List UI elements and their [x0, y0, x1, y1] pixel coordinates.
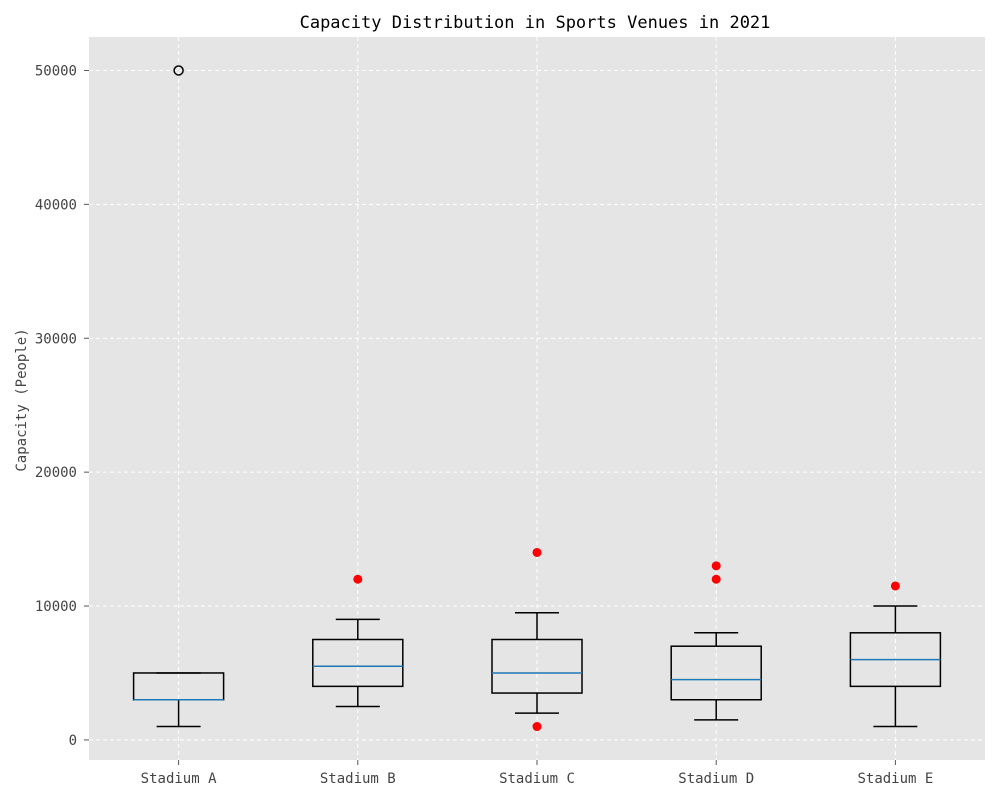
outlier-point	[353, 574, 363, 584]
boxes	[132, 65, 942, 732]
x-tick-label: Stadium E	[857, 771, 933, 787]
y-tick-label: 50000	[35, 63, 77, 79]
grid-lines	[89, 37, 985, 760]
iqr-box	[491, 638, 583, 694]
y-tick-label: 0	[69, 733, 77, 749]
x-tick-label: Stadium C	[499, 771, 575, 787]
y-tick-label: 20000	[35, 465, 77, 481]
outlier-point	[711, 561, 721, 571]
outlier-point	[532, 547, 542, 557]
iqr-box	[312, 638, 404, 688]
y-axis-ticks: 0 10000 20000 30000 40000 50000	[35, 63, 89, 749]
x-axis-ticks: Stadium A Stadium B Stadium C Stadium D Stad…	[141, 760, 933, 787]
outlier-point	[532, 722, 542, 732]
box-stadium-b	[312, 574, 404, 708]
box-stadium-c	[491, 547, 583, 732]
y-tick-label: 40000	[35, 197, 77, 213]
iqr-box	[670, 645, 762, 701]
y-tick-label: 10000	[35, 599, 77, 615]
outlier-point	[890, 581, 900, 591]
outlier-point	[173, 65, 184, 76]
y-tick-label: 30000	[35, 331, 77, 347]
x-tick-label: Stadium A	[141, 771, 217, 787]
box-stadium-e	[849, 581, 942, 728]
chart-title: Capacity Distribution in Sports Venues i…	[300, 13, 771, 33]
x-tick-label: Stadium B	[320, 771, 396, 787]
box-stadium-a	[132, 65, 225, 728]
outlier-point	[711, 574, 721, 584]
x-tick-label: Stadium D	[678, 771, 754, 787]
box-stadium-d	[670, 561, 762, 721]
y-axis-label: Capacity (People)	[14, 328, 30, 471]
